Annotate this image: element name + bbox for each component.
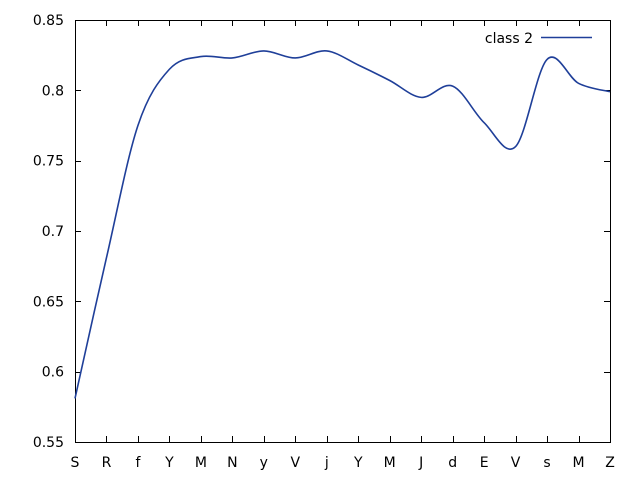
x-tick-label: E <box>480 455 489 471</box>
x-tick-label: M <box>384 455 396 471</box>
y-tick-label: 0.85 <box>33 13 64 29</box>
x-tick-label: M <box>572 455 584 471</box>
x-tick-label: R <box>102 455 112 471</box>
axis-ticks <box>75 20 611 443</box>
x-tick-label: Z <box>605 455 615 471</box>
x-tick-label: M <box>195 455 207 471</box>
y-tick-label: 0.8 <box>42 83 64 99</box>
y-tick-labels: 0.55 0.6 0.65 0.7 0.75 0.8 0.85 <box>33 13 64 451</box>
x-tick-label: f <box>135 455 141 471</box>
legend: class 2 <box>485 31 592 47</box>
x-tick-label: V <box>511 455 521 471</box>
plot-frame <box>75 20 611 443</box>
x-tick-label: S <box>71 455 80 471</box>
x-tick-label: Y <box>353 455 363 471</box>
y-tick-label: 0.7 <box>42 224 64 240</box>
x-tick-label: d <box>448 455 457 471</box>
x-tick-label: s <box>543 455 550 471</box>
x-tick-label: N <box>227 455 237 471</box>
x-tick-label: y <box>260 455 268 471</box>
x-tick-label: J <box>418 455 423 471</box>
x-tick-label: Y <box>164 455 174 471</box>
series-line-class-2 <box>74 50 611 399</box>
x-tick-label: j <box>324 455 329 471</box>
y-tick-label: 0.65 <box>33 294 64 310</box>
y-tick-label: 0.55 <box>33 435 64 451</box>
y-tick-label: 0.6 <box>42 365 64 381</box>
y-tick-label: 0.75 <box>33 154 64 170</box>
legend-label: class 2 <box>485 31 533 47</box>
x-tick-label: V <box>291 455 301 471</box>
